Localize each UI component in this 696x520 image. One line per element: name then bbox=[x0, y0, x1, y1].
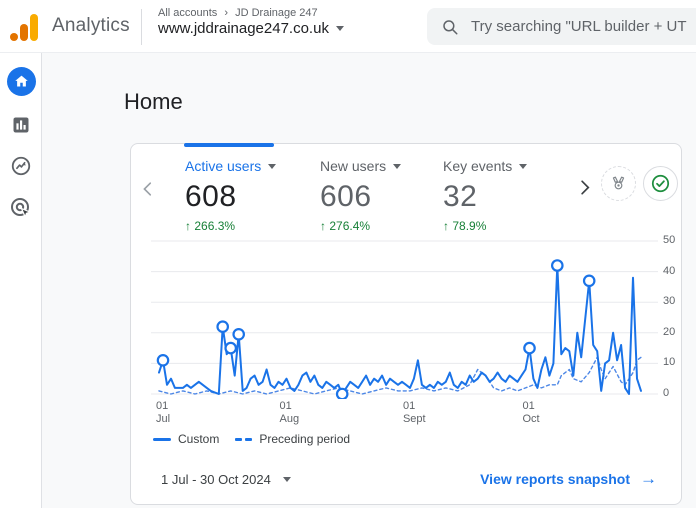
benchmarking-badge-button[interactable] bbox=[601, 166, 636, 201]
main-content: Home Active users 608 bbox=[42, 53, 696, 508]
medal-icon bbox=[612, 176, 625, 190]
metric-selector-active-users[interactable]: Active users bbox=[185, 158, 277, 174]
x-tick-label: 01 Sept bbox=[402, 400, 426, 425]
property-picker[interactable]: www.jddrainage247.co.uk bbox=[158, 20, 344, 37]
up-arrow-icon: ↑ bbox=[443, 219, 449, 233]
breadcrumb: All accounts › JD Drainage 247 bbox=[158, 7, 318, 19]
search-input[interactable] bbox=[471, 18, 696, 35]
dashed-line-swatch-icon bbox=[235, 437, 253, 441]
product-name: Analytics bbox=[52, 15, 130, 36]
date-range-value: 1 Jul - 30 Oct 2024 bbox=[161, 471, 271, 487]
delta-value: 78.9% bbox=[452, 219, 487, 233]
chevron-down-icon bbox=[282, 476, 291, 482]
logo-bar-tall bbox=[30, 14, 38, 41]
solid-line-swatch-icon bbox=[153, 437, 171, 441]
up-arrow-icon: ↑ bbox=[320, 219, 326, 233]
metric-label: New users bbox=[320, 158, 387, 174]
delta-value: 276.4% bbox=[329, 219, 371, 233]
x-tick-label: 01 Oct bbox=[522, 400, 540, 425]
chevron-down-icon bbox=[335, 26, 344, 31]
card-footer: 1 Jul - 30 Oct 2024 View reports snapsho… bbox=[131, 464, 681, 494]
y-tick-label: 50 bbox=[663, 234, 676, 246]
breadcrumb-all-accounts[interactable]: All accounts bbox=[158, 7, 218, 19]
logo-dot bbox=[10, 33, 18, 41]
y-tick-label: 30 bbox=[663, 295, 676, 308]
users-trend-chart[interactable] bbox=[151, 239, 658, 399]
metric-label: Active users bbox=[185, 158, 262, 174]
view-reports-snapshot-link[interactable]: View reports snapshot → bbox=[480, 469, 657, 488]
chevron-right-icon bbox=[581, 180, 590, 195]
search-icon bbox=[443, 19, 458, 34]
arrow-right-icon: → bbox=[640, 469, 657, 488]
cta-label: View reports snapshot bbox=[480, 471, 630, 487]
check-circle-icon bbox=[651, 174, 670, 193]
y-tick-label: 0 bbox=[663, 387, 670, 399]
property-name: www.jddrainage247.co.uk bbox=[158, 20, 329, 37]
y-tick-label: 40 bbox=[663, 264, 676, 277]
sidebar-item-explore[interactable] bbox=[0, 155, 42, 177]
sidebar-item-advertising[interactable] bbox=[0, 196, 42, 220]
chevron-down-icon bbox=[268, 163, 277, 169]
breadcrumb-account[interactable]: JD Drainage 247 bbox=[235, 7, 318, 19]
metrics-row: Active users 608 ↑ 266.3% New users 606 bbox=[185, 158, 563, 233]
legend-item-preceding: Preceding period bbox=[235, 432, 350, 446]
delta-value: 266.3% bbox=[194, 219, 236, 233]
metric-delta: ↑ 266.3% bbox=[185, 219, 320, 233]
home-icon bbox=[6, 67, 36, 96]
page-title: Home bbox=[124, 89, 183, 114]
x-tick-label: 01 Aug bbox=[279, 400, 300, 425]
sidebar bbox=[0, 53, 42, 508]
metric-delta: ↑ 276.4% bbox=[320, 219, 443, 233]
analytics-logo-icon[interactable] bbox=[10, 13, 44, 41]
carousel-indicator bbox=[184, 143, 274, 147]
date-range-picker[interactable]: 1 Jul - 30 Oct 2024 bbox=[161, 472, 291, 487]
chevron-down-icon bbox=[519, 163, 528, 169]
legend-item-custom: Custom bbox=[153, 432, 219, 446]
topbar: Analytics All accounts › JD Drainage 247… bbox=[0, 0, 696, 53]
metric-delta: ↑ 78.9% bbox=[443, 219, 563, 233]
overview-card: Active users 608 ↑ 266.3% New users 606 bbox=[130, 143, 682, 505]
sidebar-item-home[interactable] bbox=[0, 67, 42, 96]
legend-label: Preceding period bbox=[259, 432, 351, 446]
carousel-next-button[interactable] bbox=[575, 178, 594, 200]
bar-chart-icon bbox=[13, 117, 29, 133]
search-bar[interactable] bbox=[427, 8, 696, 45]
metric-value: 608 bbox=[185, 180, 237, 213]
metric-label: Key events bbox=[443, 158, 513, 174]
breadcrumb-separator-icon: › bbox=[224, 7, 229, 19]
metric-value: 32 bbox=[443, 180, 478, 213]
chevron-down-icon bbox=[393, 163, 402, 169]
metric-new-users: New users 606 ↑ 276.4% bbox=[320, 158, 443, 233]
up-arrow-icon: ↑ bbox=[185, 219, 191, 233]
explore-icon bbox=[11, 156, 31, 176]
legend-label: Custom bbox=[178, 432, 220, 446]
carousel-prev-button[interactable] bbox=[139, 180, 157, 201]
metric-active-users: Active users 608 ↑ 266.3% bbox=[185, 158, 320, 233]
topbar-divider bbox=[141, 9, 142, 45]
sidebar-item-reports[interactable] bbox=[0, 115, 42, 135]
metric-key-events: Key events 32 ↑ 78.9% bbox=[443, 158, 563, 233]
x-tick-label: 01 Jul bbox=[156, 400, 171, 425]
chart-legend: Custom Preceding period bbox=[153, 432, 350, 446]
chevron-left-icon bbox=[143, 182, 152, 196]
logo-bar-mid bbox=[20, 24, 28, 41]
metric-value: 606 bbox=[320, 180, 372, 213]
advertising-target-icon bbox=[11, 198, 32, 219]
y-tick-label: 20 bbox=[663, 325, 676, 338]
checklist-complete-button[interactable] bbox=[643, 166, 678, 201]
metric-selector-key-events[interactable]: Key events bbox=[443, 158, 528, 174]
y-tick-label: 10 bbox=[663, 356, 676, 369]
metric-selector-new-users[interactable]: New users bbox=[320, 158, 402, 174]
